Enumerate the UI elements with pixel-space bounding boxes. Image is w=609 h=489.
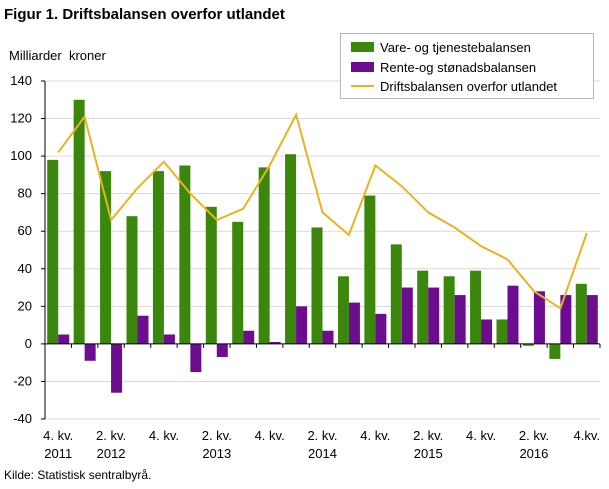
x-tick-label-year: 2014 xyxy=(308,446,337,461)
x-tick-label: 2. kv. xyxy=(202,428,232,443)
bar-rente xyxy=(533,291,545,344)
legend-label-rente: Rente-og stønadsbalansen xyxy=(380,59,537,75)
x-tick-label-year: 2013 xyxy=(202,446,231,461)
x-tick-label: 4. kv. xyxy=(466,428,496,443)
bar-vare xyxy=(549,343,561,359)
y-tick-label: 40 xyxy=(18,261,32,276)
x-tick-label: 2. kv. xyxy=(96,428,126,443)
x-tick-label: 4.kv. xyxy=(574,428,601,443)
legend-swatch-purple xyxy=(351,62,374,72)
source-note: Kilde: Statistisk sentralbyrå. xyxy=(4,468,152,482)
legend-item-drift: Driftsbalansen overfor utlandet xyxy=(351,77,557,95)
bar-vare xyxy=(522,343,534,346)
bar-vare xyxy=(285,154,297,344)
x-tick-label-year: 2012 xyxy=(97,446,126,461)
bar-rente xyxy=(269,342,281,344)
y-tick-label: 140 xyxy=(10,73,32,88)
bar-vare xyxy=(364,195,376,344)
legend: Vare- og tjenestebalansen Rente-og støna… xyxy=(340,33,594,99)
bar-rente xyxy=(586,295,598,344)
bar-vare xyxy=(575,283,587,344)
x-tick-label: 2. kv. xyxy=(413,428,443,443)
x-tick-label-year: 2011 xyxy=(44,446,72,461)
bar-vare xyxy=(73,99,85,344)
bar-rente xyxy=(216,343,228,358)
x-tick-label: 4. kv. xyxy=(43,428,73,443)
y-tick-label: 120 xyxy=(10,111,32,126)
x-tick-label: 4. kv. xyxy=(255,428,285,443)
legend-label-drift: Driftsbalansen overfor utlandet xyxy=(380,78,558,94)
line-driftsbalansen xyxy=(57,112,588,310)
bar-vare xyxy=(470,270,482,344)
y-tick-label: 100 xyxy=(10,148,32,163)
x-tick-label: 4. kv. xyxy=(360,428,390,443)
legend-swatch-line xyxy=(351,85,374,87)
x-tick-label-year: 2015 xyxy=(414,446,443,461)
x-tick-label: 2. kv. xyxy=(519,428,549,443)
y-tick-label: 80 xyxy=(18,186,32,201)
legend-label-vare: Vare- og tjenestebalansen xyxy=(380,39,531,55)
bar-rente xyxy=(190,343,202,373)
bar-vare xyxy=(496,319,508,344)
bar-rente xyxy=(84,343,96,361)
bar-vare xyxy=(311,227,323,344)
bar-rente xyxy=(375,313,387,344)
bar-rente xyxy=(322,330,334,344)
bar-rente xyxy=(507,285,519,344)
bars xyxy=(47,99,598,393)
bar-vare xyxy=(126,216,138,344)
bar-vare xyxy=(443,276,455,344)
bar-rente xyxy=(481,319,493,344)
bar-rente xyxy=(454,295,466,344)
legend-item-rente: Rente-og stønadsbalansen xyxy=(351,58,536,76)
bar-rente xyxy=(163,334,175,344)
axes xyxy=(41,80,601,420)
legend-swatch-green xyxy=(351,42,374,52)
bar-vare xyxy=(152,171,164,344)
bar-rente xyxy=(296,306,308,344)
bar-rente xyxy=(58,334,70,344)
bar-rente xyxy=(401,287,413,344)
bar-vare xyxy=(47,159,59,344)
legend-item-vare: Vare- og tjenestebalansen xyxy=(351,38,531,56)
bar-vare xyxy=(390,244,402,344)
y-tick-label: 60 xyxy=(18,223,32,238)
y-tick-label: -40 xyxy=(13,411,32,426)
bar-rente xyxy=(348,302,360,344)
line-series xyxy=(57,112,588,310)
bar-vare xyxy=(417,270,429,344)
y-axis-label: Milliarder kroner xyxy=(9,48,106,63)
x-tick-label: 4. kv. xyxy=(149,428,179,443)
x-tick-label: 2. kv. xyxy=(307,428,337,443)
bar-vare xyxy=(337,276,349,344)
tick-labels: -40 -20 0 20 40 60 80 100 120 140 4. kv. 2011 2. kv.… xyxy=(10,73,600,461)
bar-rente xyxy=(111,343,123,393)
bar-vare xyxy=(232,221,244,344)
bar-rente xyxy=(560,295,572,344)
bar-vare xyxy=(205,206,217,344)
bar-rente xyxy=(137,315,149,344)
chart-title: Figur 1. Driftsbalansen overfor utlandet xyxy=(4,6,285,23)
y-tick-label: -20 xyxy=(13,373,32,388)
bar-vare xyxy=(100,171,112,344)
y-tick-label: 20 xyxy=(18,298,32,313)
bar-vare xyxy=(179,165,191,344)
y-tick-label: 0 xyxy=(25,336,32,351)
x-tick-label-year: 2016 xyxy=(519,446,548,461)
bar-rente xyxy=(243,330,255,344)
bar-rente xyxy=(428,287,440,344)
bar-vare xyxy=(258,167,270,344)
